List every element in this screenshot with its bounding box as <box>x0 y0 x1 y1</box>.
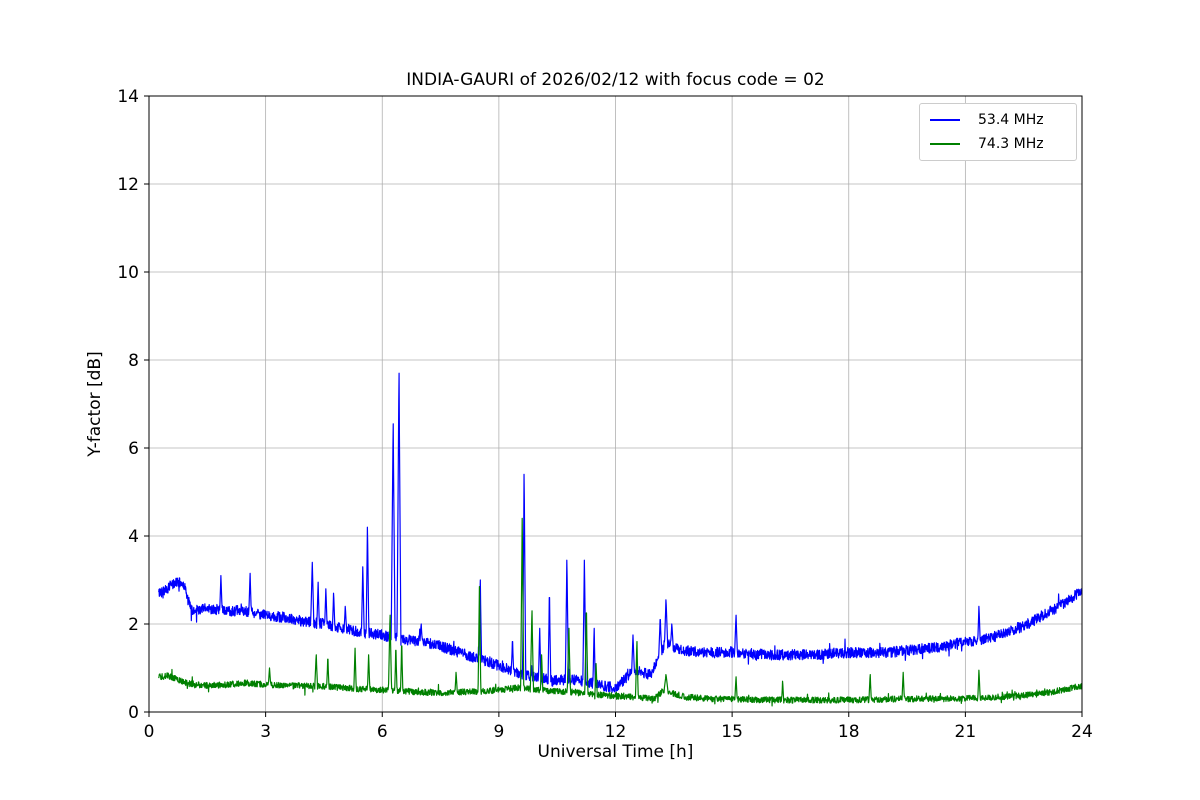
y-tick-label: 8 <box>128 351 139 371</box>
legend-swatch-53mhz <box>930 119 960 121</box>
legend-item-74mhz: 74.3 MHz <box>930 136 1066 152</box>
y-tick-label: 12 <box>117 175 139 195</box>
x-tick-label: 6 <box>377 722 388 742</box>
legend-label-53mhz: 53.4 MHz <box>978 112 1044 128</box>
legend-label-74mhz: 74.3 MHz <box>978 136 1044 152</box>
y-axis-label: Y-factor [dB] <box>85 351 105 457</box>
x-tick-label: 21 <box>955 722 977 742</box>
y-tick-label: 14 <box>117 87 139 107</box>
legend: 53.4 MHz 74.3 MHz <box>919 103 1077 161</box>
x-tick-label: 15 <box>721 722 743 742</box>
y-tick-label: 4 <box>128 527 139 547</box>
y-tick-label: 10 <box>117 263 139 283</box>
x-tick-label: 12 <box>605 722 627 742</box>
series-line-53mhz <box>158 372 1083 693</box>
x-axis-label: Universal Time [h] <box>537 742 694 762</box>
x-tick-label: 18 <box>838 722 860 742</box>
x-tick-label: 3 <box>260 722 271 742</box>
chart-title: INDIA-GAURI of 2026/02/12 with focus cod… <box>406 70 825 90</box>
x-tick-label: 0 <box>144 722 155 742</box>
y-tick-label: 6 <box>128 439 139 459</box>
legend-swatch-74mhz <box>930 143 960 145</box>
y-tick-label: 2 <box>128 615 139 635</box>
y-tick-label: 0 <box>128 703 139 723</box>
series-line-74mhz <box>158 517 1083 707</box>
legend-item-53mhz: 53.4 MHz <box>930 112 1066 128</box>
x-tick-label: 24 <box>1071 722 1093 742</box>
x-tick-label: 9 <box>493 722 504 742</box>
